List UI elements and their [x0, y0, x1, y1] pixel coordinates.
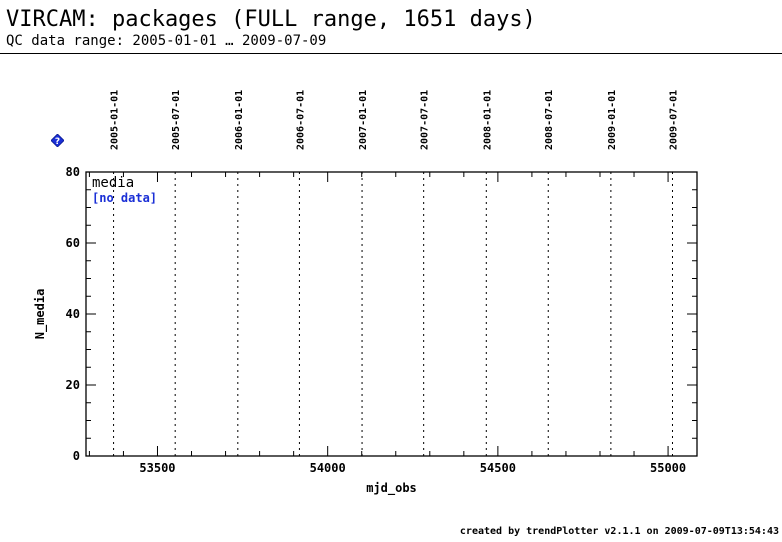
date-marker-label: 2008-01-01 — [482, 90, 493, 150]
y-tick-label: 0 — [73, 449, 80, 463]
date-marker-label: 2006-01-01 — [234, 90, 245, 150]
y-tick-label: 20 — [66, 378, 80, 392]
x-tick-label: 53500 — [139, 461, 175, 475]
footer-credit: created by trendPlotter v2.1.1 on 2009-0… — [459, 526, 779, 537]
date-marker-label: 2009-07-01 — [668, 90, 679, 150]
y-axis-label: N_media — [33, 289, 48, 340]
no-data-label: [no data] — [92, 191, 157, 205]
x-tick-label: 55000 — [650, 461, 686, 475]
date-marker-label: 2006-07-01 — [295, 90, 306, 150]
y-tick-label: 80 — [66, 165, 80, 179]
help-icon-glyph: ? — [55, 137, 60, 147]
plot-frame — [85, 171, 698, 457]
date-marker-label: 2005-01-01 — [110, 90, 121, 150]
date-marker-label: 2007-01-01 — [358, 90, 369, 150]
y-tick-label: 60 — [66, 236, 80, 250]
header-divider — [0, 53, 782, 54]
date-marker-label: 2007-07-01 — [420, 90, 431, 150]
x-axis-label: mjd_obs — [366, 481, 417, 496]
help-icon[interactable]: ? — [50, 133, 65, 148]
date-marker-label: 2009-01-01 — [607, 90, 618, 150]
y-tick-label: 40 — [66, 307, 80, 321]
date-marker-label: 2005-07-01 — [171, 90, 182, 150]
x-tick-label: 54500 — [480, 461, 516, 475]
page-title: VIRCAM: packages (FULL range, 1651 days) — [6, 7, 536, 32]
legend-series-name: media — [92, 175, 134, 191]
x-tick-label: 54000 — [310, 461, 346, 475]
page-subtitle: QC data range: 2005-01-01 … 2009-07-09 — [6, 33, 327, 49]
date-marker-label: 2008-07-01 — [544, 90, 555, 150]
